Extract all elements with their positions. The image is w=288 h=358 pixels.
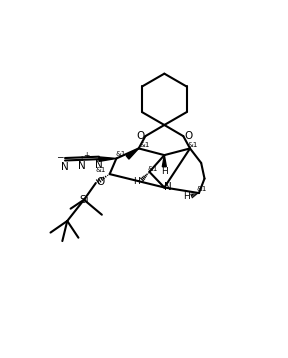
Text: N: N: [78, 161, 86, 171]
Text: O: O: [96, 177, 105, 187]
Text: +: +: [83, 151, 89, 160]
Text: N: N: [164, 183, 172, 193]
Text: O: O: [136, 131, 145, 141]
Text: N: N: [95, 160, 103, 170]
Text: H: H: [134, 177, 140, 186]
Polygon shape: [99, 157, 116, 161]
Text: &1: &1: [96, 167, 106, 173]
Text: Si: Si: [79, 195, 89, 205]
Text: &1: &1: [140, 142, 150, 148]
Text: N: N: [61, 162, 69, 172]
Polygon shape: [126, 149, 139, 159]
Text: &1: &1: [196, 186, 207, 192]
Text: −: −: [56, 152, 63, 161]
Text: &1: &1: [187, 142, 198, 148]
Text: O: O: [184, 131, 192, 141]
Polygon shape: [162, 155, 166, 167]
Text: &1: &1: [148, 165, 158, 171]
Text: H: H: [161, 167, 168, 176]
Text: &1: &1: [115, 151, 126, 158]
Text: H: H: [183, 192, 190, 201]
